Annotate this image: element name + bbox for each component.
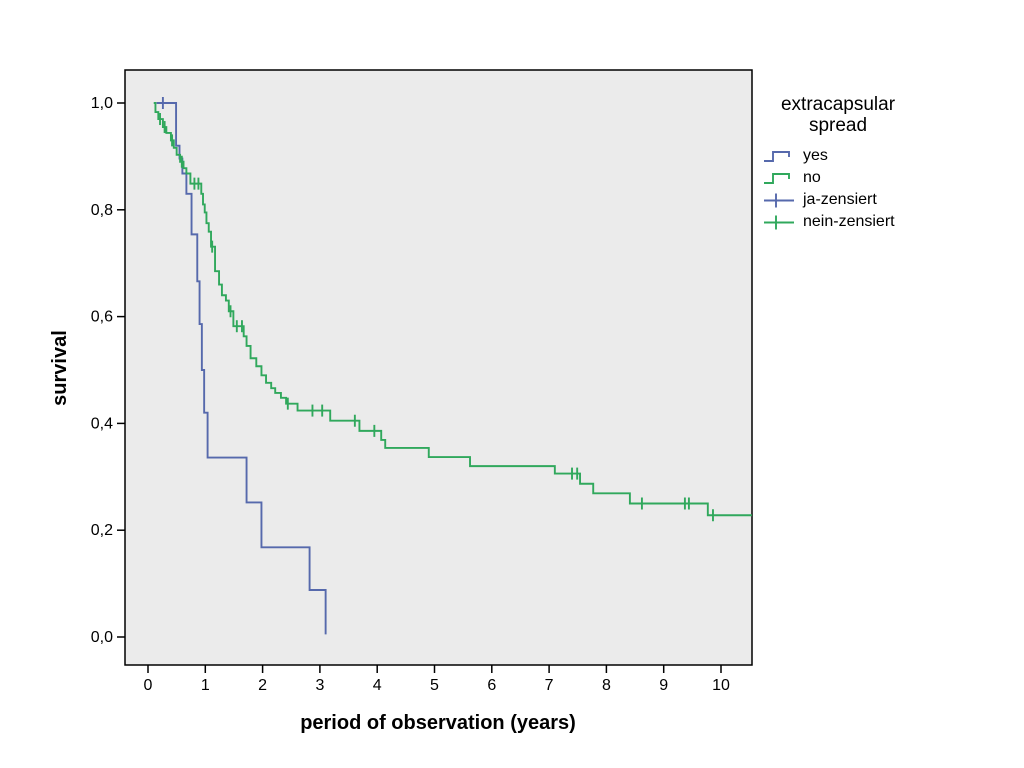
x-tick-label: 4 xyxy=(373,677,382,694)
legend-item-no: no xyxy=(763,167,1013,189)
legend-item-label: no xyxy=(803,169,821,186)
x-tick-label: 3 xyxy=(315,677,324,694)
y-tick-label: 0,0 xyxy=(91,629,113,646)
y-axis-ticks: 0,0 0,2 0,4 0,6 0,8 1,0 xyxy=(91,95,125,646)
legend-item-label: ja-zensiert xyxy=(803,191,877,208)
x-tick-label: 0 xyxy=(144,677,153,694)
x-tick-label: 9 xyxy=(659,677,668,694)
step-line-icon xyxy=(764,172,790,184)
y-axis-title: survival xyxy=(49,330,71,406)
y-tick-label: 0,6 xyxy=(91,309,113,326)
y-tick-label: 0,8 xyxy=(91,202,113,219)
x-axis-title: period of observation (years) xyxy=(300,712,576,734)
legend-title-line1: extracapsular xyxy=(780,94,896,115)
x-tick-label: 1 xyxy=(201,677,210,694)
x-tick-label: 10 xyxy=(712,677,730,694)
y-tick-label: 0,2 xyxy=(91,522,113,539)
censor-marks xyxy=(159,97,714,522)
y-tick-label: 0,4 xyxy=(91,415,113,432)
x-tick-label: 6 xyxy=(487,677,496,694)
legend-title-line2: spread xyxy=(808,115,868,136)
series-no-curve xyxy=(153,102,752,517)
plus-glyph xyxy=(764,193,794,207)
legend-item-ja-zensiert: ja-zensiert xyxy=(763,189,1013,211)
step-line-glyph xyxy=(764,150,790,162)
step-line-glyph xyxy=(764,172,790,184)
legend: extracapsular spread yes no ja-zensiert nei… xyxy=(763,94,1013,233)
plus-censor-icon xyxy=(764,215,794,229)
plus-glyph xyxy=(764,215,794,229)
plus-censor-icon xyxy=(764,193,794,207)
x-axis-ticks: 0 1 2 3 4 5 6 7 8 9 10 xyxy=(144,665,730,694)
x-tick-label: 5 xyxy=(430,677,439,694)
step-line-icon xyxy=(764,150,790,162)
plot-area xyxy=(124,69,753,666)
x-tick-label: 8 xyxy=(602,677,611,694)
legend-items: yes no ja-zensiert nein-zensiert xyxy=(763,145,1013,233)
x-tick-label: 7 xyxy=(545,677,554,694)
legend-item-nein-zensiert: nein-zensiert xyxy=(763,211,1013,233)
y-tick-label: 1,0 xyxy=(91,95,113,112)
legend-item-label: nein-zensiert xyxy=(803,213,895,230)
legend-item-yes: yes xyxy=(763,145,1013,167)
legend-title: extracapsular spread xyxy=(763,94,913,136)
legend-item-label: yes xyxy=(803,147,828,164)
x-tick-label: 2 xyxy=(258,677,267,694)
